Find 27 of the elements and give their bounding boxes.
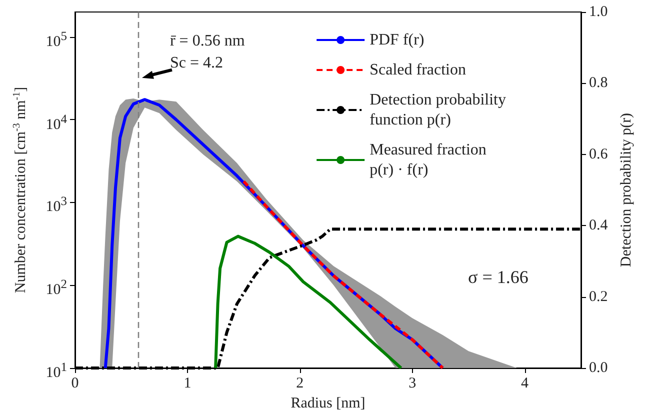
y2-tick-label: 1.0 <box>589 4 608 20</box>
legend-label: Detection probability function p(r) <box>370 92 506 128</box>
y2-tick-label: 0.2 <box>589 288 608 305</box>
annotation: r̄ = 0.56 nm Sc = 4.2 <box>170 32 246 72</box>
legend-label: Scaled fraction <box>370 62 466 78</box>
y2-tick-label: 0.8 <box>589 75 608 92</box>
legend-label: Measured fraction p(r) · f(r) <box>370 142 486 178</box>
y-tick-label: 10$^{3}$ <box>46 193 67 218</box>
x-tick-label: 1 <box>184 376 192 392</box>
x-tick-label: 0 <box>71 376 79 392</box>
x-tick-label: 2 <box>296 376 304 392</box>
y2-axis-title: Detection probability p(r) <box>618 112 634 268</box>
x-tick-label: 4 <box>521 376 530 392</box>
legend-label: PDF f(r) <box>370 32 424 48</box>
annotation: σ = 1.66 <box>468 267 528 287</box>
y2-tick-label: 0.4 <box>589 218 608 234</box>
y-tick-label: 10$^{5}$ <box>46 28 67 52</box>
y-tick-label: 10$^{2}$ <box>46 276 67 300</box>
line-series <box>242 180 444 370</box>
y-axis-title: Number concentration [cm-3 nm-1] <box>12 86 29 294</box>
y-tick-label: 10$^{1}$ <box>46 359 67 383</box>
y2-tick-label: 0.6 <box>589 146 608 162</box>
x-axis-title: Radius [nm] <box>290 395 366 412</box>
y2-tick-label: 0.0 <box>589 360 608 376</box>
y-tick-label: 10$^{4}$ <box>46 110 67 135</box>
line-series <box>214 234 403 370</box>
x-tick-label: 3 <box>408 376 416 392</box>
